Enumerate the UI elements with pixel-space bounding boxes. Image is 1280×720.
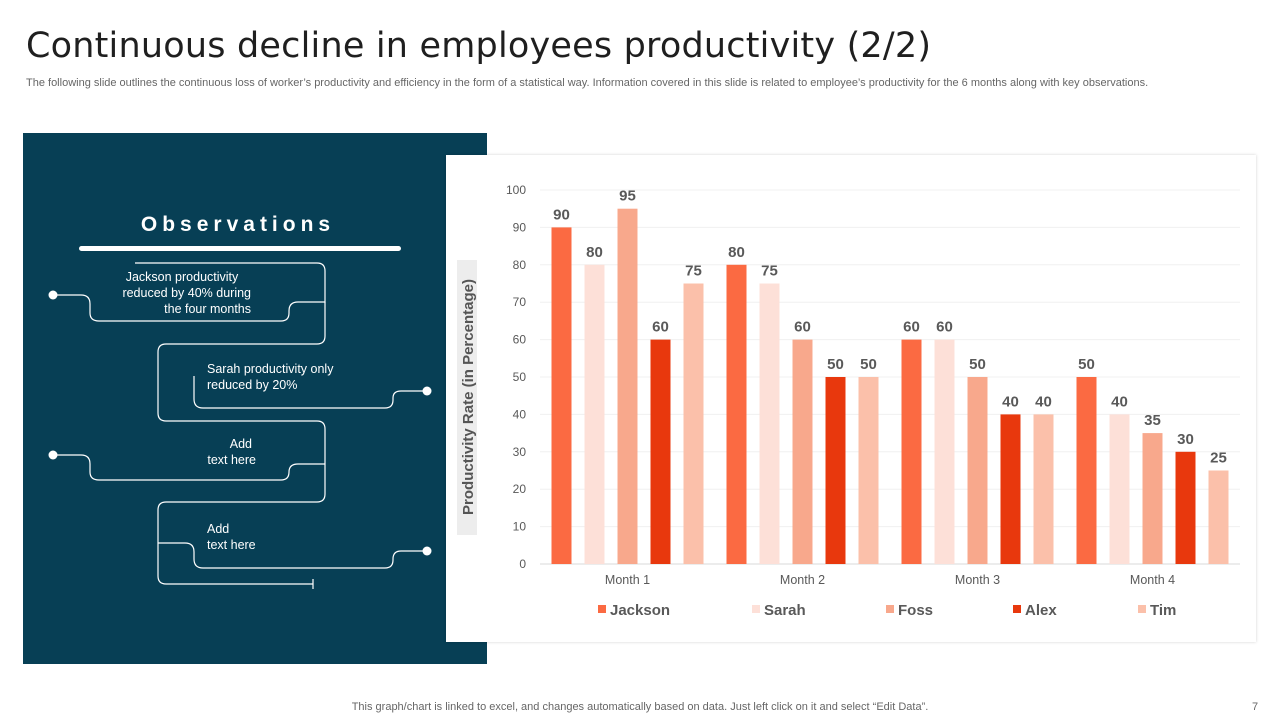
y-tick-label: 70: [513, 295, 527, 309]
y-tick-label: 30: [513, 445, 527, 459]
legend-label: Alex: [1025, 602, 1057, 619]
data-label: 40: [1002, 393, 1019, 410]
data-label: 60: [652, 319, 669, 336]
bar: [1208, 470, 1229, 564]
legend-label: Tim: [1150, 602, 1176, 619]
bar: [726, 264, 747, 564]
observation-item-4-line1: Add: [207, 522, 230, 536]
bar: [759, 283, 780, 564]
bar-chart[interactable]: Productivity Rate (in Percentage) 0 10 20 30…: [446, 155, 1256, 642]
legend-label: Foss: [898, 602, 933, 619]
data-label: 60: [794, 319, 811, 336]
connector-dot: [48, 450, 58, 460]
data-label: 50: [860, 356, 877, 373]
connector-dot: [422, 546, 432, 556]
bar: [683, 283, 704, 564]
observation-item-3-line2: text here: [207, 453, 256, 467]
data-label: 75: [685, 263, 702, 280]
y-axis-label: Productivity Rate (in Percentage): [460, 279, 477, 515]
observation-item-1-line3: the four months: [164, 302, 251, 316]
data-label: 95: [619, 188, 636, 205]
observation-item-4: Add text here: [207, 521, 287, 553]
observations-heading: Observations: [140, 213, 336, 236]
bar: [584, 264, 605, 564]
x-tick-label: Month 4: [1130, 573, 1175, 587]
bar: [1175, 451, 1196, 564]
y-tick-label: 10: [513, 520, 527, 534]
observation-item-3: Add text here: [196, 436, 256, 468]
data-label: 40: [1111, 393, 1128, 410]
y-tick-label: 40: [513, 407, 527, 421]
y-tick-label: 80: [513, 258, 527, 272]
data-label: 50: [1078, 356, 1095, 373]
x-tick-label: Month 2: [780, 573, 825, 587]
y-tick-label: 100: [506, 183, 526, 197]
slide-title: Continuous decline in employees producti…: [26, 26, 932, 66]
legend-label: Sarah: [764, 602, 806, 619]
bar: [1033, 414, 1054, 564]
data-label: 60: [936, 319, 953, 336]
data-label: 80: [728, 244, 745, 261]
observation-item-1-line2: reduced by 40% during: [122, 286, 251, 300]
data-label: 80: [586, 244, 603, 261]
legend-swatch: [598, 605, 606, 613]
bar: [825, 377, 846, 564]
connector-dot: [422, 386, 432, 396]
chart-card[interactable]: Productivity Rate (in Percentage) 0 10 20 30…: [446, 155, 1256, 642]
bar: [858, 377, 879, 564]
bar: [901, 339, 922, 564]
page-number: 7: [1252, 701, 1259, 713]
data-label: 90: [553, 206, 570, 223]
observations-panel: [23, 133, 487, 664]
data-label: 35: [1144, 412, 1161, 429]
observation-item-2-line2: reduced by 20%: [207, 378, 298, 392]
y-tick-label: 60: [513, 333, 527, 347]
data-label: 50: [827, 356, 844, 373]
x-tick-label: Month 1: [605, 573, 650, 587]
bar: [934, 339, 955, 564]
legend-swatch: [886, 605, 894, 613]
data-label: 25: [1210, 450, 1227, 467]
data-label: 50: [969, 356, 986, 373]
observations-underline: [79, 246, 401, 251]
x-tick-label: Month 3: [955, 573, 1000, 587]
legend-swatch: [752, 605, 760, 613]
bar: [792, 339, 813, 564]
bar: [650, 339, 671, 564]
y-tick-label: 0: [519, 557, 526, 571]
data-label: 40: [1035, 393, 1052, 410]
bar: [1142, 433, 1163, 564]
legend-label: Jackson: [610, 602, 670, 619]
observation-item-4-line2: text here: [207, 538, 256, 552]
legend-swatch: [1013, 605, 1021, 613]
observations-connector-lines: [48, 262, 432, 589]
footer-note: This graph/chart is linked to excel, and…: [351, 701, 929, 713]
bar: [1076, 377, 1097, 564]
data-label: 60: [903, 319, 920, 336]
y-tick-label: 20: [513, 482, 527, 496]
data-label: 30: [1177, 431, 1194, 448]
bar: [1109, 414, 1130, 564]
data-label: 75: [761, 263, 778, 280]
bar: [1000, 414, 1021, 564]
observation-item-1-line1: Jackson productivity: [125, 270, 239, 284]
slide-subtitle: The following slide outlines the continu…: [26, 77, 1149, 89]
bar: [967, 377, 988, 564]
observation-item-3-line1: Add: [229, 437, 252, 451]
y-axis-label-band: [457, 260, 477, 535]
connector-dot: [48, 290, 58, 300]
bar: [617, 208, 638, 564]
observation-item-2: Sarah productivity only reduced by 20%: [207, 361, 357, 393]
legend-swatch: [1138, 605, 1146, 613]
observation-item-2-line1: Sarah productivity only: [207, 362, 334, 376]
observation-item-1: Jackson productivity reduced by 40% duri…: [113, 269, 251, 317]
bar: [551, 227, 572, 564]
y-tick-label: 50: [513, 370, 527, 384]
y-tick-label: 90: [513, 220, 527, 234]
